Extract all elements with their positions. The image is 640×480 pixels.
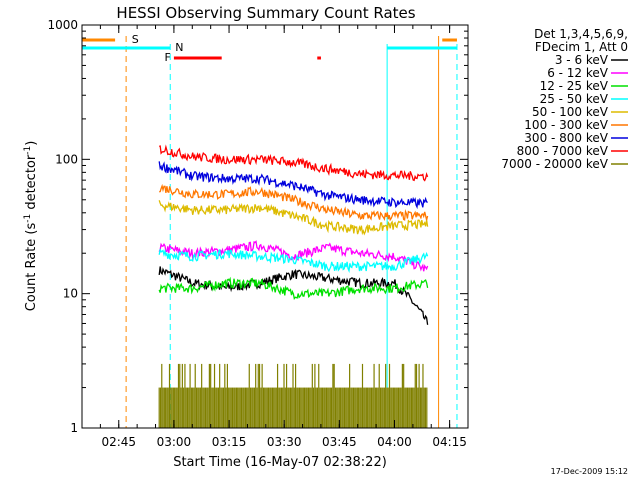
series-line-1 (158, 240, 429, 272)
y-axis: 1 10 100 1000 (47, 18, 468, 435)
series-line-4 (158, 200, 429, 236)
legend-label: 100 - 300 keV (524, 118, 608, 132)
x-tick-label: 04:15 (432, 435, 467, 449)
chart-title: HESSI Observing Summary Count Rates (116, 4, 415, 22)
x-axis-label: Start Time (16-May-07 02:38:22) (173, 455, 387, 470)
series-line-5 (159, 183, 429, 222)
y-tick-label: 1000 (47, 18, 78, 32)
y-tick-label: 100 (55, 152, 78, 166)
flag-label-f: F (165, 51, 171, 64)
x-tick-label: 04:00 (377, 435, 412, 449)
y-axis-label: Count Rate (s-1 detector-1) (23, 141, 39, 312)
y-tick-label: 10 (63, 287, 78, 301)
footer-date: 17-Dec-2009 15:12 (551, 467, 628, 476)
x-tick-label: 03:45 (322, 435, 357, 449)
legend-header-line-1: Det 1,3,4,5,6,9, (534, 27, 628, 41)
legend-label: 3 - 6 keV (555, 53, 609, 67)
x-tick-label: 03:30 (267, 435, 302, 449)
plot-area: S NF (81, 33, 458, 428)
legend-label: 7000 - 20000 keV (501, 157, 608, 171)
legend-header-line-2: FDecim 1, Att 0 (535, 40, 628, 54)
series-7000-20000-kev (158, 363, 428, 428)
x-tick-label: 03:15 (212, 435, 247, 449)
legend-label: 6 - 12 keV (547, 66, 609, 80)
legend-label: 12 - 25 keV (540, 79, 609, 93)
x-axis: 02:45 03:00 03:15 03:30 03:45 04:00 04:15 (99, 25, 469, 449)
x-tick-label: 02:45 (101, 435, 136, 449)
series-line-7 (159, 144, 429, 182)
series-line-3 (158, 248, 429, 274)
legend-label: 800 - 7000 keV (517, 144, 609, 158)
legend-label: 50 - 100 keV (532, 105, 609, 119)
flag-label-s: S (132, 33, 139, 46)
y-tick-label: 1 (70, 421, 78, 435)
x-tick-label: 03:00 (157, 435, 192, 449)
series-line-6 (158, 161, 428, 210)
legend-label: 25 - 50 keV (540, 92, 609, 106)
legend-label: 300 - 800 keV (524, 131, 608, 145)
plot-frame (81, 24, 469, 429)
series-line-2 (158, 276, 429, 300)
flag-label-n: N (175, 41, 183, 54)
legend: Det 1,3,4,5,6,9, FDecim 1, Att 0 3 - 6 k… (501, 27, 628, 171)
